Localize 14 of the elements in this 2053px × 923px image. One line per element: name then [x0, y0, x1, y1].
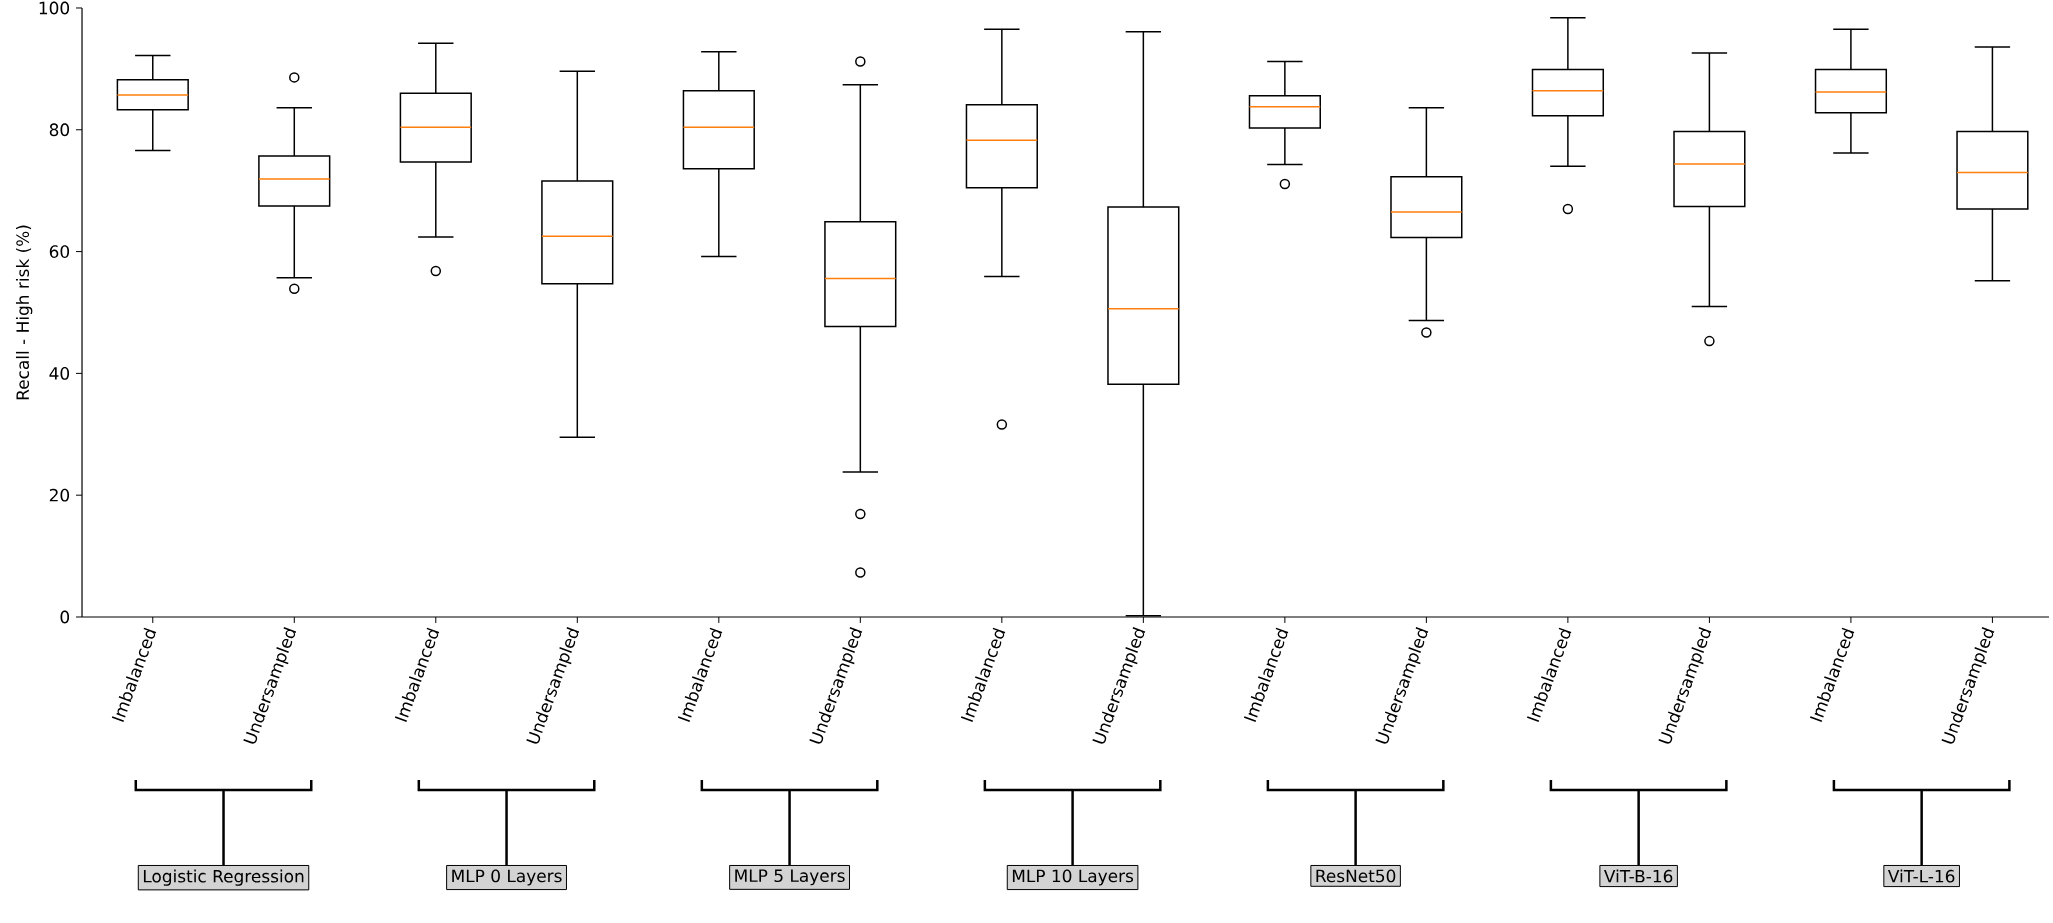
y-tick-label: 0: [60, 610, 70, 624]
text: MLP 0 Layers: [452, 869, 562, 886]
y-tick-label: 80: [49, 123, 70, 137]
text: Logistic Regression: [143, 869, 304, 886]
y-tick-label: 40: [49, 366, 70, 380]
text: ViT-B-16: [1604, 869, 1673, 883]
text: MLP 10 Layers: [1012, 869, 1134, 886]
y-tick-label: 100: [39, 1, 70, 15]
text: ResNet50: [1316, 869, 1396, 883]
text: ViT-L-16: [1887, 869, 1955, 883]
y-tick-label: 60: [49, 245, 70, 258]
y-axis-title: Recall - High risk (%): [15, 225, 33, 400]
text: MLP 5 Layers: [735, 869, 845, 886]
y-tick-label: 20: [49, 488, 70, 502]
